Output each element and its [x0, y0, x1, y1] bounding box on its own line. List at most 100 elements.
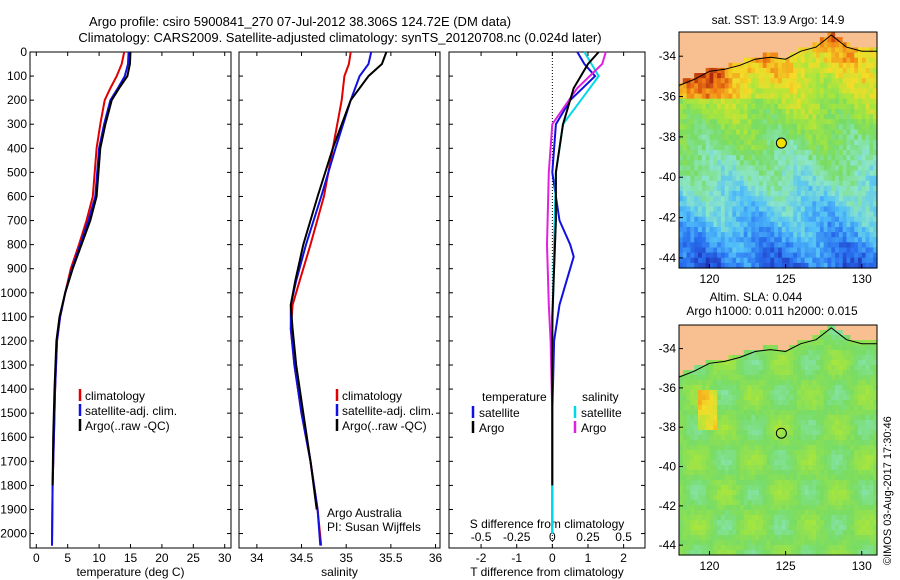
map-cell: [793, 540, 798, 546]
map-cell: [686, 365, 691, 371]
map-cell: [869, 370, 874, 376]
map-cell: [823, 355, 829, 361]
map-cell: [869, 375, 874, 381]
map-cell: [781, 525, 787, 531]
map-cell: [694, 211, 699, 218]
map-cell: [724, 216, 730, 223]
map-cell: [728, 400, 733, 406]
map-cell: [819, 440, 825, 446]
map-cell: [785, 465, 790, 471]
map-cell: [873, 180, 878, 187]
map-cell: [747, 252, 752, 259]
map-cell: [816, 505, 821, 511]
map-cell: [766, 460, 771, 466]
map-cell: [720, 360, 726, 366]
map-cell: [778, 191, 783, 197]
map-cell: [846, 216, 851, 223]
map-cell: [713, 73, 718, 79]
map-cell: [808, 134, 813, 141]
map-cell: [694, 252, 699, 259]
map-cell: [785, 93, 790, 100]
map-cell: [793, 400, 798, 406]
map-cell: [713, 345, 718, 351]
map-cell: [869, 440, 874, 446]
map-cell: [755, 185, 760, 192]
map-cell: [747, 201, 752, 207]
map-cell: [842, 530, 848, 536]
map-cell: [720, 52, 726, 59]
map-cell: [732, 227, 737, 233]
map-cell: [823, 37, 829, 43]
map-cell: [690, 155, 695, 161]
map-cell: [720, 340, 726, 346]
map-cell: [720, 262, 726, 269]
map-cell: [838, 165, 844, 172]
map-cell: [759, 470, 764, 476]
map-cell: [762, 257, 768, 264]
map-cell: [831, 400, 836, 406]
map-cell: [831, 262, 836, 269]
map-cell: [701, 360, 707, 366]
map-cell: [720, 73, 726, 79]
s-tick-label: -0.5: [471, 530, 492, 544]
map-cell: [759, 385, 764, 391]
map-cell: [743, 400, 749, 406]
map-cell: [865, 420, 870, 426]
map-cell: [804, 216, 810, 223]
map-cell: [804, 375, 810, 381]
map-cell: [842, 42, 848, 48]
map-cell: [835, 32, 840, 38]
map-cell: [793, 525, 798, 531]
map-cell: [690, 435, 695, 441]
map-cell: [804, 57, 810, 64]
map-cell: [778, 325, 783, 331]
map-cell: [679, 232, 684, 238]
map-cell: [682, 325, 688, 331]
map-cell: [732, 211, 737, 218]
map-cell: [743, 525, 749, 531]
map-cell: [823, 455, 829, 461]
map-cell: [759, 455, 764, 461]
map-cell: [759, 485, 764, 491]
map-cell: [728, 390, 733, 396]
map-cell: [717, 510, 722, 516]
map-cell: [823, 380, 829, 386]
map-cell: [679, 530, 684, 536]
map-cell: [698, 62, 703, 69]
map-cell: [686, 257, 691, 264]
map-cell: [842, 400, 848, 406]
map-cell: [861, 470, 867, 476]
map-cell: [781, 535, 787, 541]
map-cell: [759, 390, 764, 396]
map-cell: [682, 395, 688, 401]
map-cell: [732, 119, 737, 125]
map-cell: [827, 495, 832, 501]
map-cell: [804, 460, 810, 466]
map-cell: [808, 370, 813, 376]
map-cell: [808, 330, 813, 336]
map-cell: [728, 530, 733, 536]
map-cell: [762, 103, 768, 110]
map-cell: [751, 191, 756, 197]
map-cell: [743, 150, 749, 156]
map-cell: [759, 480, 764, 486]
map-cell: [861, 47, 867, 54]
map-cell: [690, 103, 695, 110]
map-cell: [778, 150, 783, 156]
map-cell: [865, 385, 870, 391]
map-cell: [720, 350, 726, 356]
map-cell: [789, 350, 794, 356]
map-cell: [827, 114, 832, 120]
map-cell: [800, 165, 806, 172]
map-cell: [800, 67, 806, 74]
map-cell: [819, 435, 825, 441]
map-cell: [717, 410, 722, 416]
map-cell: [770, 232, 775, 238]
map-cell: [831, 350, 836, 356]
map-cell: [785, 345, 790, 351]
map-cell: [804, 252, 810, 259]
map-cell: [838, 196, 844, 202]
map-cell: [865, 390, 870, 396]
map-cell: [751, 32, 756, 38]
